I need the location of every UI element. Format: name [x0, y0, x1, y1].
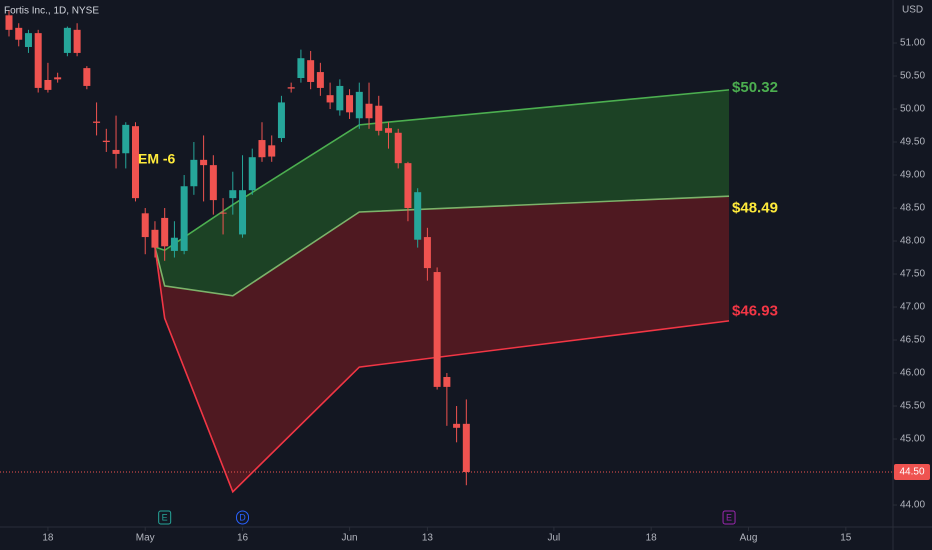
event-label: D — [239, 512, 246, 522]
candle-body — [209, 165, 217, 201]
y-tick-label: 47.50 — [900, 269, 925, 280]
y-tick-label: 46.50 — [900, 335, 925, 346]
currency: USD — [902, 5, 923, 16]
candle-body — [462, 423, 470, 473]
x-tick-label: 18 — [42, 533, 54, 544]
upper-area — [154, 89, 730, 296]
event-label: E — [162, 512, 168, 522]
x-tick-label: May — [136, 533, 155, 544]
candle-body — [83, 68, 91, 86]
candle-body — [423, 237, 431, 269]
event-marker — [158, 510, 172, 525]
candle-body — [443, 376, 451, 387]
level-label: $50.32 — [732, 79, 778, 96]
y-tick-label: 48.00 — [900, 236, 925, 247]
candle-body — [394, 132, 402, 164]
y-tick-label: 50.50 — [900, 71, 925, 82]
candle-body — [316, 72, 324, 88]
lower-line — [154, 246, 730, 494]
event-label: E — [726, 512, 732, 522]
candle-body — [63, 27, 71, 53]
y-tick-label: 45.00 — [900, 434, 925, 445]
candle-body — [44, 79, 52, 90]
level-label: $46.93 — [732, 303, 778, 320]
candle-body — [414, 192, 422, 240]
mid-line — [154, 195, 730, 297]
candle-body — [190, 159, 198, 187]
candle-body — [239, 190, 247, 235]
event-marker — [236, 510, 250, 525]
candle-body — [287, 87, 295, 89]
x-tick-label: 16 — [237, 533, 249, 544]
candle-body — [346, 95, 354, 113]
candle-body — [229, 190, 237, 199]
candle-body — [24, 33, 32, 47]
candle-body — [307, 60, 315, 82]
candle-body — [180, 186, 188, 251]
y-tick-label: 51.00 — [900, 38, 925, 49]
candle-body — [268, 145, 276, 157]
candle-body — [131, 126, 139, 199]
candle-body — [248, 157, 256, 191]
candle-body — [122, 124, 130, 154]
y-tick-label: 48.50 — [900, 203, 925, 214]
candle-body — [297, 58, 305, 79]
candle-body — [326, 95, 334, 103]
y-tick-label: 49.00 — [900, 170, 925, 181]
candle-body — [219, 212, 227, 214]
candle-body — [355, 91, 363, 119]
x-tick-label: Aug — [740, 533, 758, 544]
candle-body — [161, 217, 169, 247]
y-tick-label: 46.00 — [900, 368, 925, 379]
candle-body — [453, 423, 461, 428]
candle-body — [102, 140, 110, 143]
candle-body — [258, 140, 266, 158]
candle-body — [200, 159, 208, 166]
candle-body — [433, 272, 441, 387]
candle-body — [15, 27, 23, 40]
candle-body — [375, 105, 383, 131]
candle-body — [112, 149, 120, 154]
candle-body — [141, 213, 149, 238]
candle-body — [365, 103, 373, 119]
y-tick-label: 44.00 — [900, 500, 925, 511]
candle-body — [73, 29, 81, 53]
candle-body — [384, 128, 392, 133]
last-price-box — [894, 464, 930, 481]
candle-body — [93, 121, 101, 123]
last-price-label: 44.50 — [899, 467, 924, 478]
y-tick-label: 50.00 — [900, 104, 925, 115]
candle-body — [277, 102, 285, 139]
annotation: EM -6 — [138, 151, 176, 167]
event-marker — [722, 510, 736, 525]
candle-body — [336, 85, 344, 111]
y-tick-label: 49.50 — [900, 137, 925, 148]
candle-body — [151, 229, 159, 248]
y-tick-label: 47.00 — [900, 302, 925, 313]
candle-body — [170, 237, 178, 251]
candle-body — [34, 33, 42, 88]
level-label: $48.49 — [732, 200, 778, 217]
chart-title: Fortis Inc., 1D, NYSE — [4, 6, 99, 17]
candle-body — [54, 77, 62, 80]
lower-area — [154, 196, 730, 492]
x-tick-label: Jul — [547, 533, 560, 544]
x-tick-label: 15 — [840, 533, 852, 544]
candle-body — [5, 15, 13, 30]
x-tick-label: 13 — [422, 533, 434, 544]
x-tick-label: 18 — [646, 533, 658, 544]
y-tick-label: 45.50 — [900, 401, 925, 412]
x-tick-label: Jun — [341, 533, 357, 544]
candle-body — [404, 163, 412, 209]
